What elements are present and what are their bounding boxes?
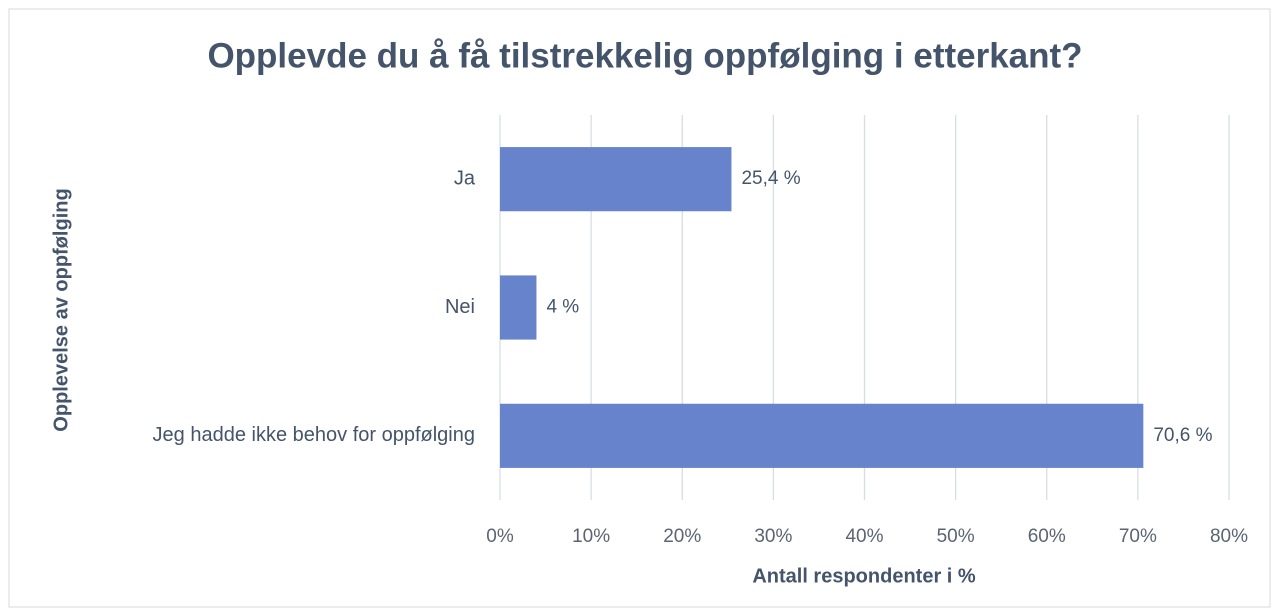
x-tick-label: 30%	[754, 526, 792, 547]
x-tick-label: 10%	[572, 526, 610, 547]
data-label: 25,4 %	[741, 168, 800, 189]
x-tick-label: 70%	[1119, 526, 1157, 547]
y-tick-label: Nei	[445, 296, 475, 318]
chart-border	[8, 8, 1271, 608]
x-axis-label: Antall respondenter i %	[752, 565, 976, 587]
x-tick-label: 50%	[937, 526, 975, 547]
data-label: 4 %	[546, 297, 579, 318]
bar	[500, 147, 732, 212]
y-tick-label: Ja	[454, 167, 476, 189]
bar	[500, 403, 1144, 468]
bar	[500, 275, 537, 340]
x-tick-label: 0%	[486, 526, 514, 547]
x-tick-label: 20%	[663, 526, 701, 547]
x-tick-label: 40%	[845, 526, 883, 547]
data-label: 70,6 %	[1153, 425, 1212, 446]
y-tick-label: Jeg hadde ikke behov for oppfølging	[153, 424, 475, 446]
y-axis-label: Opplevelse av oppfølging	[50, 188, 72, 431]
x-tick-label: 60%	[1028, 526, 1066, 547]
chart-title: Opplevde du å få tilstrekkelig oppfølgin…	[207, 36, 1082, 75]
x-tick-label: 80%	[1210, 526, 1248, 547]
